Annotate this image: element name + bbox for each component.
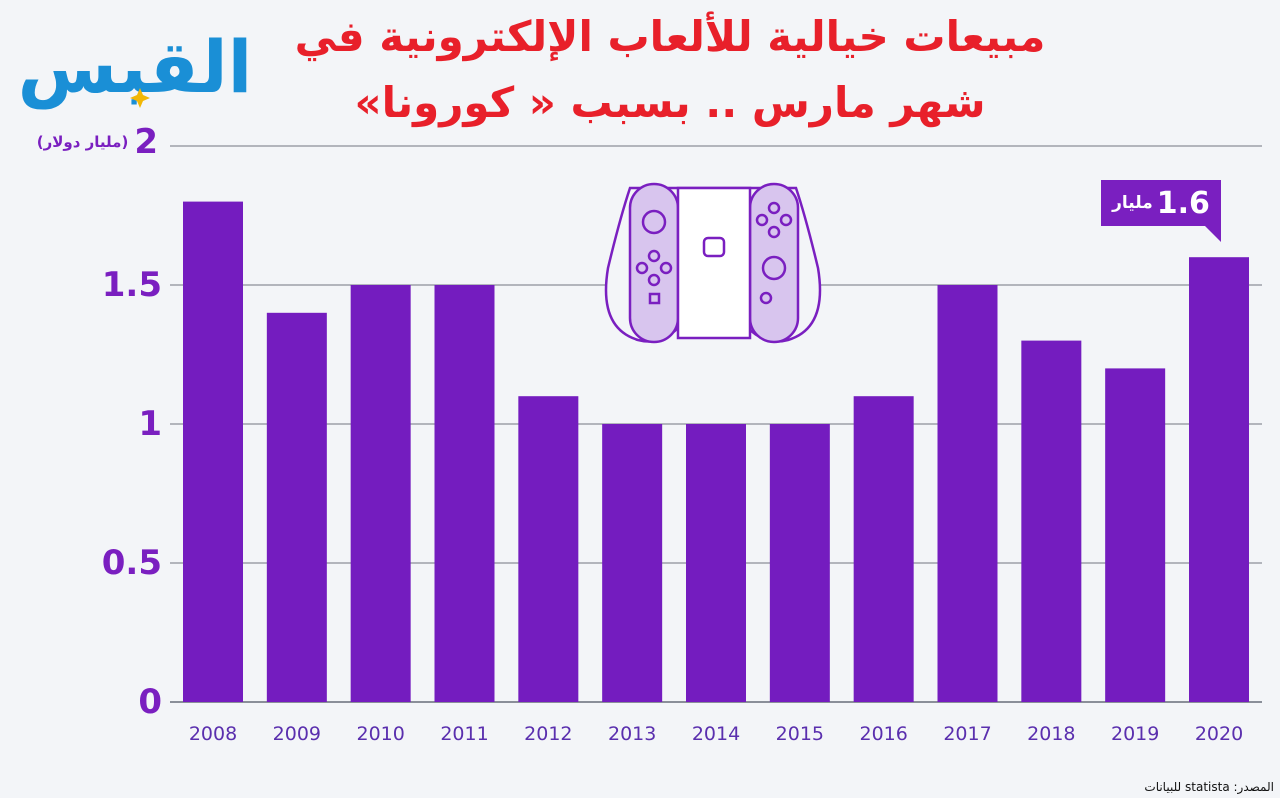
x-tick-label: 2016 (859, 723, 907, 745)
bar-2013 (602, 424, 663, 702)
y-axis-unit-label: (مليار دولار) (36, 133, 129, 151)
callout-unit: مليار (1112, 193, 1153, 213)
x-tick-label: 2019 (1111, 723, 1159, 745)
x-tick-label: 2009 (273, 723, 321, 745)
y-tick-label: 1.5 (101, 265, 162, 305)
bar-2012 (518, 396, 579, 702)
bar-2017 (937, 285, 998, 702)
bar-2016 (853, 396, 914, 702)
y-tick-label: 0.5 (101, 543, 162, 583)
bar-2011 (434, 285, 495, 702)
x-tick-label: 2013 (608, 723, 656, 745)
value-callout: 1.6 مليار (1101, 180, 1221, 242)
y-tick-label: 2 (134, 122, 158, 162)
x-tick-label: 2020 (1195, 723, 1243, 745)
bar-2008 (183, 201, 243, 702)
y-tick-label: 0 (138, 682, 162, 722)
x-tick-label: 2011 (440, 723, 488, 745)
x-tick-label: 2017 (943, 723, 991, 745)
bar-2015 (769, 424, 830, 702)
x-tick-label: 2010 (356, 723, 404, 745)
bar-2010 (350, 285, 411, 702)
game-console-icon (604, 182, 822, 344)
bar-2014 (686, 424, 746, 702)
bar-2019 (1105, 368, 1166, 702)
logo-text: القبس (18, 25, 253, 109)
x-tick-label: 2014 (692, 723, 740, 745)
x-tick-label: 2018 (1027, 723, 1075, 745)
bar-2009 (266, 312, 327, 702)
x-tick-label: 2015 (776, 723, 824, 745)
y-axis-unit: 2 (مليار دولار) (8, 122, 158, 162)
source-note: المصدر: statista للبيانات (1144, 780, 1274, 794)
callout-value: 1.6 (1156, 185, 1210, 221)
x-tick-label: 2012 (524, 723, 572, 745)
x-axis-ticks: 2008 2009 2010 2011 2012 2013 2014 2015 2016 2017… (189, 723, 1243, 745)
chart-title-line-1: مبيعات خيالية للألعاب الإلكترونية في (294, 12, 1046, 61)
alqabas-logo: القبس (18, 25, 253, 109)
chart-title-line-2: شهر مارس .. بسبب « كورونا» (354, 78, 986, 127)
bar-2020 (1189, 257, 1249, 702)
bars (183, 201, 1249, 702)
y-tick-label: 1 (138, 404, 162, 444)
x-tick-label: 2008 (189, 723, 237, 745)
bar-2018 (1021, 340, 1082, 702)
logo-spark (130, 88, 150, 108)
